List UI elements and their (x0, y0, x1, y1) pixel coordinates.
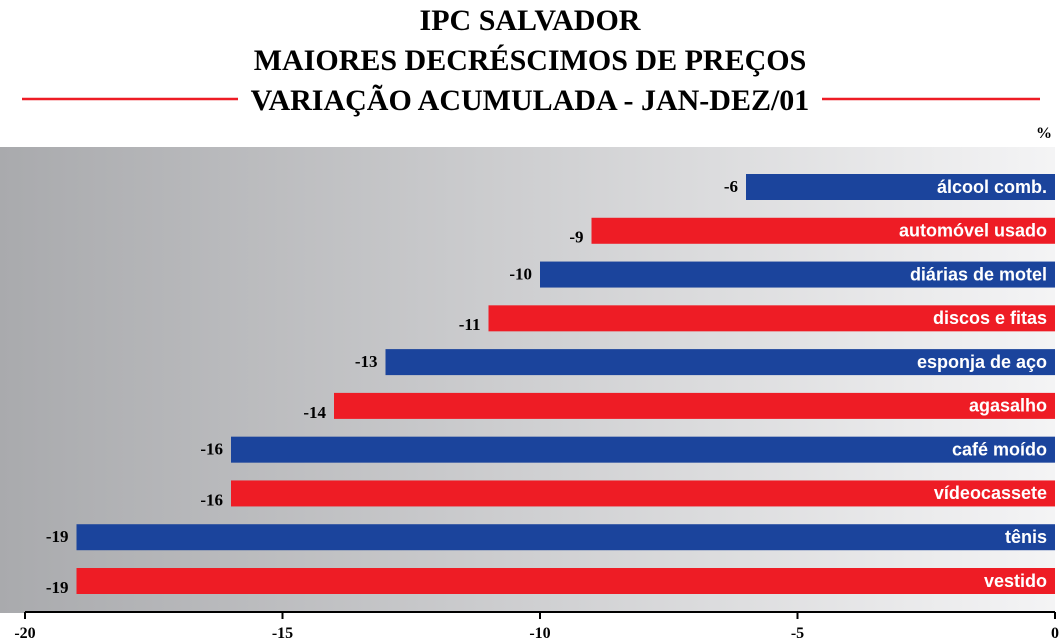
value-label: -16 (200, 440, 223, 459)
chart-title: MAIORES DECRÉSCIMOS DE PREÇOS (254, 44, 807, 77)
bar-label: café moído (952, 439, 1047, 459)
value-label: -16 (200, 490, 223, 509)
value-label: -19 (46, 527, 69, 546)
bar-label: automóvel usado (899, 221, 1047, 241)
x-tick-label: -15 (272, 625, 293, 641)
bar-label: álcool comb. (937, 177, 1047, 197)
unit-label: % (1036, 125, 1052, 142)
value-label: -9 (569, 228, 583, 247)
bar-label: agasalho (969, 396, 1047, 416)
bar (231, 436, 1055, 463)
chart-title: VARIAÇÃO ACUMULADA - JAN-DEZ/01 (251, 84, 810, 117)
bar (540, 261, 1055, 288)
bar-label: diárias de motel (910, 264, 1047, 284)
bar-label: vídeocassete (934, 483, 1047, 503)
bar (488, 305, 1055, 332)
bar-label: discos e fitas (933, 308, 1047, 328)
bar (385, 349, 1055, 376)
value-label: -13 (355, 352, 378, 371)
x-tick-label: 0 (1051, 625, 1059, 641)
value-label: -6 (724, 177, 738, 196)
value-label: -19 (46, 578, 69, 597)
bar (334, 392, 1055, 419)
chart-title: IPC SALVADOR (420, 4, 641, 37)
bar-label: tênis (1005, 527, 1047, 547)
bar (76, 524, 1055, 551)
x-tick-label: -10 (529, 625, 550, 641)
bar-label: esponja de aço (917, 352, 1047, 372)
bar (746, 174, 1055, 200)
bar (231, 480, 1055, 507)
value-label: -10 (509, 264, 532, 283)
bar (76, 568, 1055, 594)
value-label: -11 (459, 315, 481, 334)
value-label: -14 (303, 403, 326, 422)
bar-label: vestido (984, 571, 1047, 591)
bar (591, 217, 1055, 244)
x-tick-label: -20 (14, 625, 35, 641)
x-tick-label: -5 (791, 625, 804, 641)
